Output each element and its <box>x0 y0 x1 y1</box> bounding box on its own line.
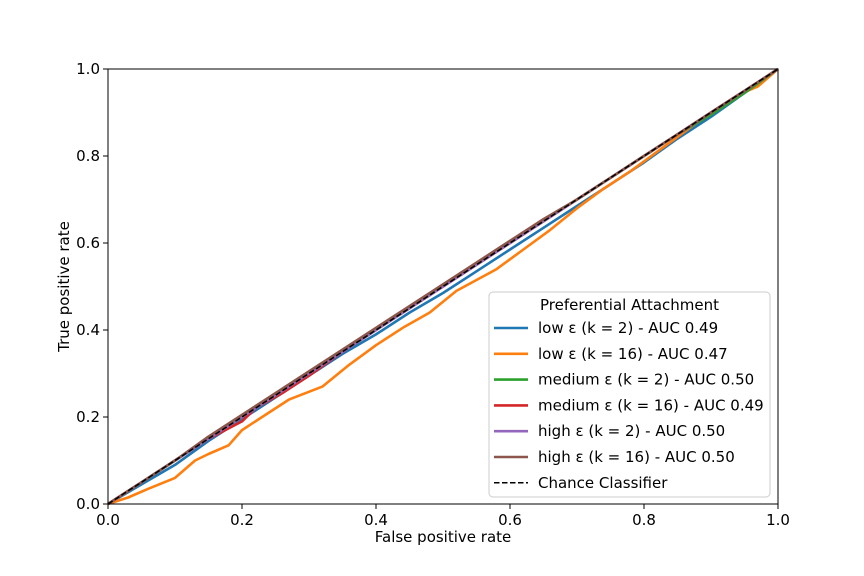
series-line-6 <box>107 68 779 505</box>
y-tick-label: 0.2 <box>76 408 100 426</box>
x-tick-label: 1.0 <box>766 511 790 529</box>
legend: Preferential Attachment low ε (k = 2) - … <box>488 291 771 498</box>
legend-label-2: medium ε (k = 2) - AUC 0.50 <box>538 371 754 389</box>
x-tick-label: 0.6 <box>498 511 522 529</box>
axes-frame <box>107 68 779 505</box>
y-tick-label: 0.6 <box>76 234 100 252</box>
y-tick-label: 0.4 <box>76 321 100 339</box>
y-tick-label: 0.8 <box>76 147 100 165</box>
legend-label-3: medium ε (k = 16) - AUC 0.49 <box>538 396 764 414</box>
legend-label-0: low ε (k = 2) - AUC 0.49 <box>538 319 718 337</box>
y-axis: 0.0 0.2 0.4 0.6 0.8 1.0 <box>76 60 108 513</box>
x-tick-label: 0.4 <box>364 511 388 529</box>
legend-label-6: Chance Classifier <box>538 474 668 492</box>
y-tick-label: 1.0 <box>76 60 100 78</box>
y-tick-label: 0.0 <box>76 495 100 513</box>
x-tick-label: 0.0 <box>96 511 120 529</box>
x-tick-label: 0.8 <box>632 511 656 529</box>
legend-entries: low ε (k = 2) - AUC 0.49 low ε (k = 16) -… <box>494 319 764 492</box>
legend-title: Preferential Attachment <box>540 296 719 314</box>
x-axis-label: False positive rate <box>375 528 512 546</box>
legend-box <box>488 291 771 498</box>
series-layer <box>107 67 779 506</box>
x-axis: 0.0 0.2 0.4 0.6 0.8 1.0 <box>96 504 790 529</box>
series-line-1 <box>107 68 779 506</box>
y-axis-label: True positive rate <box>55 221 73 353</box>
legend-label-1: low ε (k = 16) - AUC 0.47 <box>538 345 728 363</box>
legend-label-5: high ε (k = 16) - AUC 0.50 <box>538 448 735 466</box>
x-tick-label: 0.2 <box>230 511 254 529</box>
legend-label-4: high ε (k = 2) - AUC 0.50 <box>538 422 725 440</box>
